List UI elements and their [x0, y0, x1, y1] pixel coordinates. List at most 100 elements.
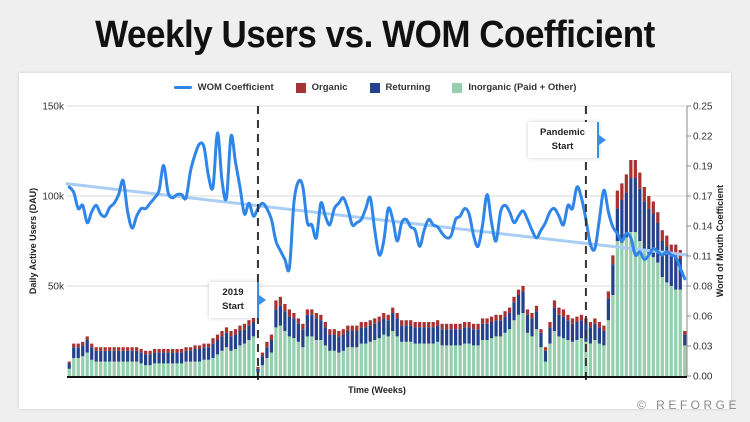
bar-inorganic	[642, 250, 646, 376]
bar-inorganic	[215, 354, 220, 376]
wom-coefficient-line	[67, 131, 687, 281]
bar-organic	[615, 190, 619, 209]
bar-organic	[179, 349, 184, 353]
bar-organic	[197, 345, 202, 349]
bar-returning	[539, 332, 543, 348]
bar-organic	[175, 349, 179, 353]
bar-inorganic	[283, 331, 287, 376]
bar-inorganic	[427, 343, 431, 376]
bar-organic	[489, 316, 494, 322]
bar-inorganic	[310, 336, 314, 376]
bar-returning	[90, 347, 94, 360]
bar-organic	[310, 309, 314, 315]
bar-returning	[427, 327, 431, 344]
y-tick-label: 50k	[48, 282, 65, 293]
bar-inorganic	[422, 343, 426, 376]
bar-organic	[638, 172, 642, 189]
bar-returning	[265, 347, 269, 358]
bar-returning	[552, 307, 557, 331]
bar-organic	[606, 291, 610, 299]
bar-returning	[575, 322, 579, 340]
bar-inorganic	[471, 345, 476, 376]
bar-organic	[436, 320, 440, 326]
y2-tick-label: 0.14	[693, 222, 713, 233]
bar-inorganic	[436, 341, 440, 376]
bar-organic	[94, 347, 98, 351]
y2-tick-label: 0.00	[693, 372, 713, 383]
bar-inorganic	[597, 343, 602, 376]
bar-returning	[593, 323, 597, 340]
bar-organic	[90, 343, 94, 348]
bar-inorganic	[170, 363, 175, 376]
bar-inorganic	[678, 289, 682, 376]
bar-inorganic	[152, 363, 157, 376]
bar-returning	[278, 305, 283, 326]
bar-organic	[161, 349, 166, 353]
bar-returning	[346, 331, 350, 348]
chart-title: Weekly Users vs. WOM Coefficient	[95, 14, 655, 56]
bar-inorganic	[337, 352, 341, 376]
bar-organic	[359, 322, 363, 328]
bar-inorganic	[521, 313, 525, 376]
bar-inorganic	[516, 314, 521, 376]
bar-organic	[188, 347, 193, 351]
bar-inorganic	[103, 361, 107, 376]
bar-inorganic	[233, 349, 238, 376]
bar-inorganic	[476, 345, 480, 376]
bar-returning	[462, 327, 467, 344]
bar-organic	[382, 313, 386, 319]
bar-organic	[669, 244, 673, 254]
bar-organic	[220, 331, 224, 337]
bar-organic	[144, 350, 148, 355]
bar-organic	[440, 323, 444, 330]
y2-tick-label: 0.17	[693, 192, 713, 203]
bar-organic	[454, 323, 458, 330]
bar-returning	[251, 322, 256, 337]
bar-returning	[543, 350, 548, 362]
bar-organic	[341, 329, 345, 335]
bar-inorganic	[615, 241, 619, 376]
bar-inorganic	[108, 361, 112, 376]
bar-organic	[656, 212, 660, 223]
bar-inorganic	[400, 341, 404, 376]
bar-inorganic	[588, 343, 593, 376]
bar-returning	[620, 199, 624, 243]
bar-inorganic	[480, 340, 485, 376]
bar-returning	[651, 214, 655, 258]
bar-organic	[485, 318, 489, 324]
bar-returning	[440, 329, 444, 346]
bar-organic	[534, 305, 539, 312]
bar-returning	[112, 350, 116, 362]
bar-organic	[265, 341, 269, 348]
bar-organic	[620, 183, 624, 200]
bar-organic	[328, 329, 332, 335]
bar-organic	[561, 309, 566, 317]
bar-organic	[224, 327, 229, 333]
bar-returning	[557, 314, 561, 337]
bar-returning	[521, 291, 525, 313]
bar-organic	[117, 347, 121, 351]
bar-organic	[611, 255, 615, 265]
legend-item-organic[interactable]: Organic	[295, 82, 348, 93]
bar-returning	[224, 332, 229, 348]
legend-item-returning[interactable]: Returning	[369, 82, 430, 93]
bar-inorganic	[570, 341, 575, 376]
bar-organic	[260, 352, 265, 357]
bar-returning	[292, 318, 296, 339]
legend-item-wom[interactable]: WOM Coefficient	[173, 82, 274, 93]
bar-returning	[152, 352, 157, 364]
bar-inorganic	[260, 365, 265, 376]
bar-inorganic	[364, 343, 368, 376]
bar-organic	[350, 325, 354, 331]
bar-organic	[229, 331, 233, 337]
bar-inorganic	[552, 331, 557, 376]
bar-inorganic	[238, 345, 242, 376]
bar-inorganic	[373, 340, 377, 376]
bar-inorganic	[206, 359, 211, 376]
bar-returning	[287, 316, 292, 337]
bar-organic	[283, 304, 287, 312]
bar-inorganic	[314, 340, 318, 376]
bar-organic	[683, 331, 687, 335]
legend-item-inorganic[interactable]: Inorganic (Paid + Other)	[452, 82, 576, 93]
bar-inorganic	[126, 361, 130, 376]
